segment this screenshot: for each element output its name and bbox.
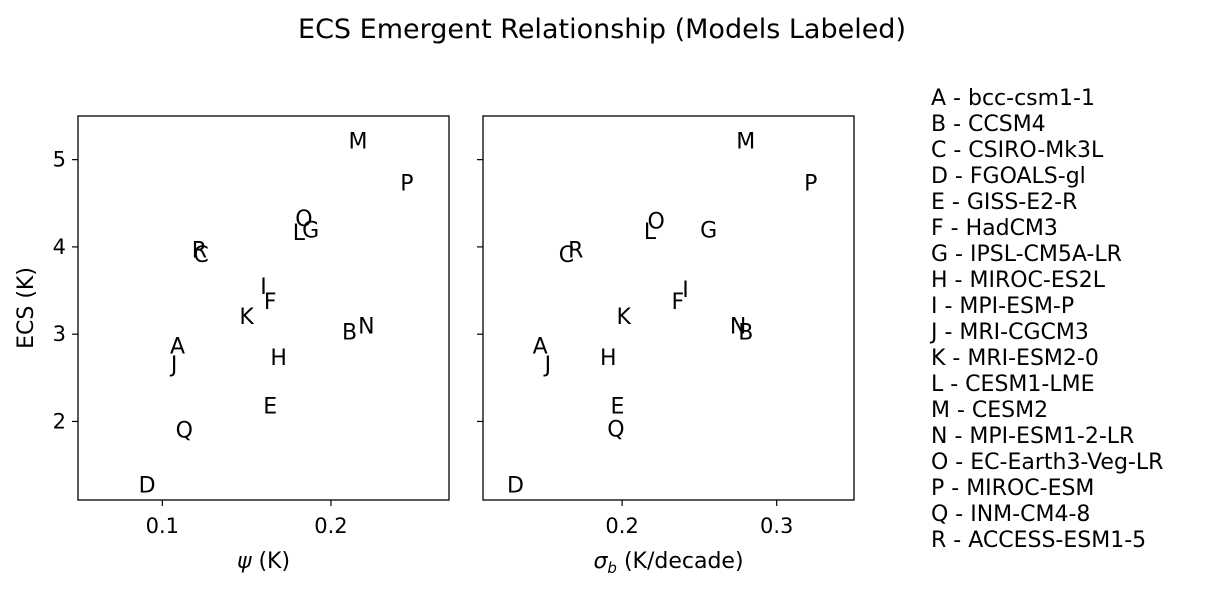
- point-label-p: P: [804, 171, 817, 196]
- point-label-l: L: [293, 221, 306, 246]
- point-label-m: M: [736, 129, 755, 154]
- point-label-b: B: [738, 321, 753, 346]
- right-scatter-panel: 0.2 0.3 A B C D E F G H I J K L M N O P Q Rσb (K/decade): [477, 115, 855, 577]
- legend-item: J - MRI-CGCM3: [931, 320, 1089, 345]
- point-label-o: O: [647, 210, 664, 235]
- point-label-h: H: [600, 346, 617, 371]
- point-label-e: E: [263, 395, 277, 420]
- point-label-k: K: [239, 305, 254, 330]
- point-label-e: E: [611, 395, 625, 420]
- point-label-j: J: [543, 353, 552, 378]
- point-label-a: A: [533, 335, 548, 360]
- y-tick-label: 5: [53, 148, 66, 172]
- point-label-i: I: [260, 275, 267, 300]
- point-label-k: K: [616, 305, 631, 330]
- point-label-r: R: [192, 239, 207, 264]
- x-tick-label: 0.3: [760, 514, 793, 538]
- point-label-q: Q: [607, 417, 624, 442]
- legend-item: H - MIROC-ES2L: [931, 268, 1105, 293]
- y-axis-label: ECS (K): [14, 267, 39, 349]
- legend-item: P - MIROC-ESM: [931, 476, 1095, 501]
- x-tick-label: 0.2: [605, 514, 638, 538]
- y-tick-label: 2: [53, 409, 66, 433]
- point-label-m: M: [348, 129, 367, 154]
- point-label-i: I: [682, 278, 689, 303]
- model-legend: A - bcc-csm1-1 B - CCSM4 C - CSIRO-Mk3L …: [931, 86, 1206, 554]
- point-label-p: P: [400, 171, 413, 196]
- legend-item: N - MPI-ESM1-2-LR: [931, 424, 1135, 449]
- point-label-n: N: [730, 314, 746, 339]
- point-label-b: B: [342, 321, 357, 346]
- legend-item: F - HadCM3: [931, 216, 1058, 241]
- plot-frame: [77, 115, 450, 501]
- point-label-r: R: [568, 239, 583, 264]
- point-label-h: H: [270, 346, 287, 371]
- x-tick-label: 0.2: [314, 514, 347, 538]
- point-label-a: A: [170, 335, 185, 360]
- legend-item: D - FGOALS-gl: [931, 164, 1086, 189]
- x-tick-label: 0.1: [146, 514, 179, 538]
- point-label-l: L: [644, 220, 657, 245]
- point-label-f: F: [264, 290, 277, 315]
- legend-item: B - CCSM4: [931, 112, 1046, 137]
- point-label-f: F: [671, 290, 684, 315]
- legend-item: O - EC-Earth3-Veg-LR: [931, 450, 1164, 475]
- y-tick-label: 4: [53, 235, 66, 259]
- legend-item: E - GISS-E2-R: [931, 190, 1078, 215]
- y-tick-label: 3: [53, 322, 66, 346]
- chart-title: ECS Emergent Relationship (Models Labele…: [298, 14, 906, 45]
- left-scatter-panel: 0.1 0.2 2 3 4 5 A B C D E F G H I J K L M N O P Q Rψ (K) ECS (K): [14, 115, 450, 574]
- legend-item: G - IPSL-CM5A-LR: [931, 242, 1122, 267]
- legend-item: M - CESM2: [931, 398, 1049, 423]
- point-label-c: C: [559, 243, 574, 268]
- point-label-d: D: [139, 473, 156, 498]
- point-label-q: Q: [176, 418, 193, 443]
- legend-item: L - CESM1-LME: [931, 372, 1095, 397]
- point-label-j: J: [169, 353, 178, 378]
- legend-item: C - CSIRO-Mk3L: [931, 138, 1104, 163]
- point-label-c: C: [193, 243, 208, 268]
- legend-item: K - MRI-ESM2-0: [931, 346, 1099, 371]
- plot-frame: [482, 115, 855, 501]
- legend-item: R - ACCESS-ESM1-5: [931, 528, 1147, 553]
- x-axis-label: ψ (K): [237, 549, 290, 574]
- point-label-o: O: [295, 207, 312, 232]
- legend-item: Q - INM-CM4-8: [931, 502, 1091, 527]
- legend-item: I - MPI-ESM-P: [931, 294, 1075, 319]
- point-label-g: G: [700, 218, 717, 243]
- legend-item: A - bcc-csm1-1: [931, 86, 1095, 111]
- point-label-n: N: [358, 314, 374, 339]
- x-axis-label: σb (K/decade): [593, 549, 743, 577]
- point-label-g: G: [302, 218, 319, 243]
- point-label-d: D: [507, 473, 524, 498]
